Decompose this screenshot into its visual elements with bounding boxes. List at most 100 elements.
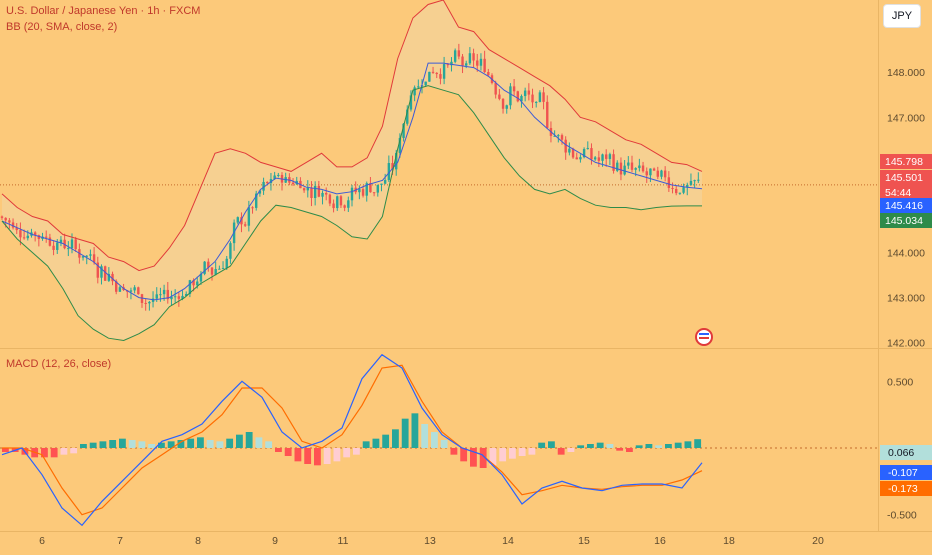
histogram-bar bbox=[265, 441, 273, 448]
candle-body bbox=[372, 192, 376, 194]
candle-body bbox=[229, 243, 232, 259]
time-tick-label: 11 bbox=[338, 535, 349, 547]
histogram-bar bbox=[80, 444, 87, 448]
bb-basis-line bbox=[1, 62, 703, 301]
candle-body bbox=[656, 170, 659, 177]
histogram-bar bbox=[275, 448, 282, 452]
bb-fill bbox=[2, 0, 702, 341]
histogram-bar bbox=[245, 432, 253, 448]
candle-body bbox=[649, 168, 652, 176]
candle-body bbox=[74, 239, 77, 250]
histogram-bar bbox=[158, 442, 165, 448]
macd-value-badge bbox=[880, 481, 932, 496]
candle-body bbox=[623, 165, 626, 175]
candle-body bbox=[166, 289, 169, 300]
candle-body bbox=[225, 258, 228, 269]
candle-body bbox=[512, 86, 516, 92]
histogram-bar bbox=[694, 439, 702, 448]
candle-body bbox=[523, 90, 527, 97]
macd-line bbox=[1, 353, 703, 527]
candle-body bbox=[509, 86, 512, 106]
histogram-bar bbox=[684, 441, 692, 448]
price-badge-label: 54:44 bbox=[885, 187, 911, 199]
candle-body bbox=[476, 60, 479, 66]
price-badge-label: 145.034 bbox=[885, 215, 923, 227]
candle-body bbox=[310, 187, 313, 198]
candle-body bbox=[380, 183, 383, 185]
candle-body bbox=[667, 177, 671, 188]
candle-body bbox=[291, 182, 295, 185]
bb-upper-line bbox=[1, 0, 703, 272]
histogram-bar bbox=[606, 444, 614, 448]
candle-body bbox=[321, 192, 324, 197]
histogram-bar bbox=[596, 442, 604, 448]
candle-body bbox=[402, 123, 405, 138]
candle-body bbox=[159, 294, 162, 296]
histogram-bar bbox=[567, 448, 575, 452]
histogram-bar bbox=[645, 444, 653, 448]
price-badge-label: 145.798 bbox=[885, 156, 923, 168]
candle-body bbox=[115, 281, 118, 292]
candle-body bbox=[398, 137, 402, 153]
candle-body bbox=[406, 109, 409, 124]
candle-body bbox=[262, 181, 265, 191]
histogram-bar bbox=[119, 438, 126, 448]
candle-body bbox=[133, 287, 136, 291]
candle-body bbox=[516, 91, 519, 102]
candle-body bbox=[465, 63, 468, 66]
candle-body bbox=[417, 86, 420, 88]
histogram-bar bbox=[41, 448, 48, 458]
candle-body bbox=[0, 216, 4, 218]
price-badge-label: 145.501 bbox=[885, 172, 923, 184]
currency-button[interactable]: JPY bbox=[883, 4, 921, 28]
candle-body bbox=[630, 162, 634, 170]
histogram-bar bbox=[518, 448, 526, 456]
candle-body bbox=[435, 72, 438, 75]
candle-body bbox=[19, 230, 22, 238]
candle-body bbox=[185, 293, 188, 296]
price-pane[interactable] bbox=[0, 0, 878, 346]
candle-body bbox=[494, 82, 497, 95]
histogram-bar bbox=[226, 438, 234, 448]
candle-body bbox=[56, 242, 59, 250]
candle-body bbox=[336, 196, 339, 209]
candle-body bbox=[144, 302, 147, 304]
candle-body bbox=[148, 301, 151, 304]
histogram-bar bbox=[216, 441, 224, 448]
candle-body bbox=[52, 245, 55, 250]
candle-body bbox=[339, 196, 343, 206]
histogram-bar bbox=[50, 448, 58, 458]
candle-body bbox=[328, 194, 332, 204]
candle-body bbox=[243, 224, 247, 226]
candle-body bbox=[266, 181, 269, 184]
candle-body bbox=[376, 184, 379, 193]
candle-body bbox=[269, 179, 273, 184]
candle-body bbox=[479, 58, 483, 66]
histogram-bar bbox=[479, 448, 487, 468]
candle-body bbox=[387, 163, 391, 181]
candle-body bbox=[383, 180, 387, 184]
histogram-bar bbox=[148, 444, 156, 448]
histogram-bar bbox=[167, 441, 175, 448]
histogram-bar bbox=[616, 448, 624, 451]
histogram-bar bbox=[411, 413, 419, 448]
candle-body bbox=[697, 179, 700, 181]
candle-body bbox=[472, 53, 475, 61]
candle-body bbox=[96, 262, 99, 278]
price-badge bbox=[880, 185, 932, 200]
histogram-bar bbox=[674, 442, 682, 448]
price-badge bbox=[880, 170, 932, 185]
candle-body bbox=[203, 261, 206, 274]
macd-value-badge bbox=[880, 465, 932, 480]
candle-body bbox=[317, 185, 321, 197]
price-badge bbox=[880, 198, 932, 213]
candle-body bbox=[258, 190, 262, 194]
histogram-bar bbox=[635, 445, 643, 448]
candle-body bbox=[214, 269, 217, 275]
macd-pane[interactable] bbox=[0, 353, 878, 527]
candle-body bbox=[593, 157, 597, 160]
histogram-bar bbox=[255, 437, 263, 448]
candle-body bbox=[505, 105, 508, 109]
